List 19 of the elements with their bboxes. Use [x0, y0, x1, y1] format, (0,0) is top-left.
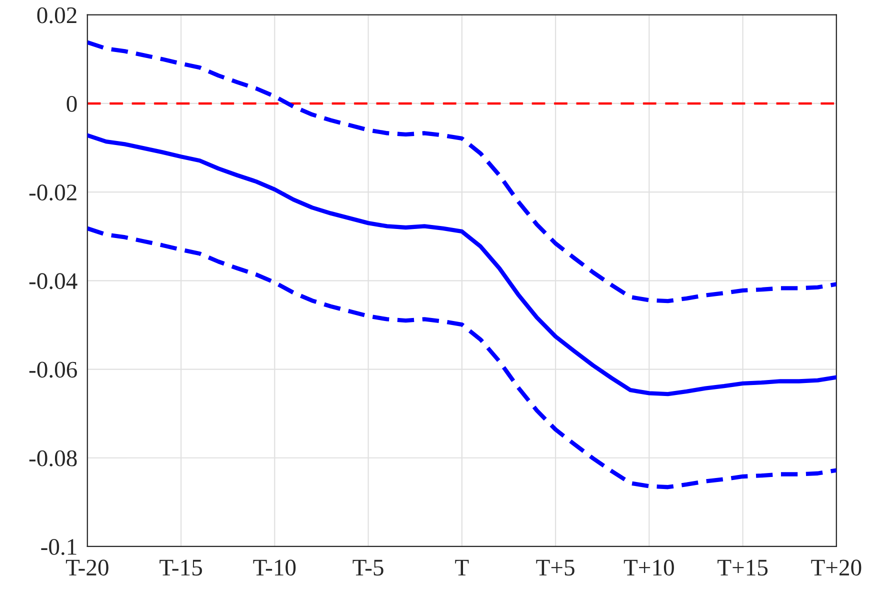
- y-tick-label: -0.08: [29, 450, 77, 466]
- x-tick-label: T-10: [253, 560, 296, 576]
- line-series: [87, 133, 836, 396]
- x-tick-label: T+5: [536, 560, 574, 576]
- x-tick-label: T-5: [352, 560, 384, 576]
- y-tick-label: 0.02: [37, 7, 76, 24]
- x-tick-label: T: [455, 560, 469, 576]
- y-tick-label: -0.06: [29, 362, 77, 378]
- x-tick-label: T+20: [811, 560, 862, 576]
- y-tick-label: 0: [66, 96, 77, 112]
- line-series: [87, 226, 836, 490]
- x-tick-label: T+10: [624, 560, 674, 576]
- x-tick-label: T-20: [66, 560, 108, 576]
- y-tick-label: -0.04: [29, 273, 78, 290]
- line-series: [87, 40, 836, 304]
- x-tick-label: T+15: [718, 560, 768, 576]
- x-tick-label: T-15: [160, 560, 202, 576]
- y-tick-label: -0.1: [41, 538, 76, 556]
- y-tick-label: -0.02: [29, 184, 76, 201]
